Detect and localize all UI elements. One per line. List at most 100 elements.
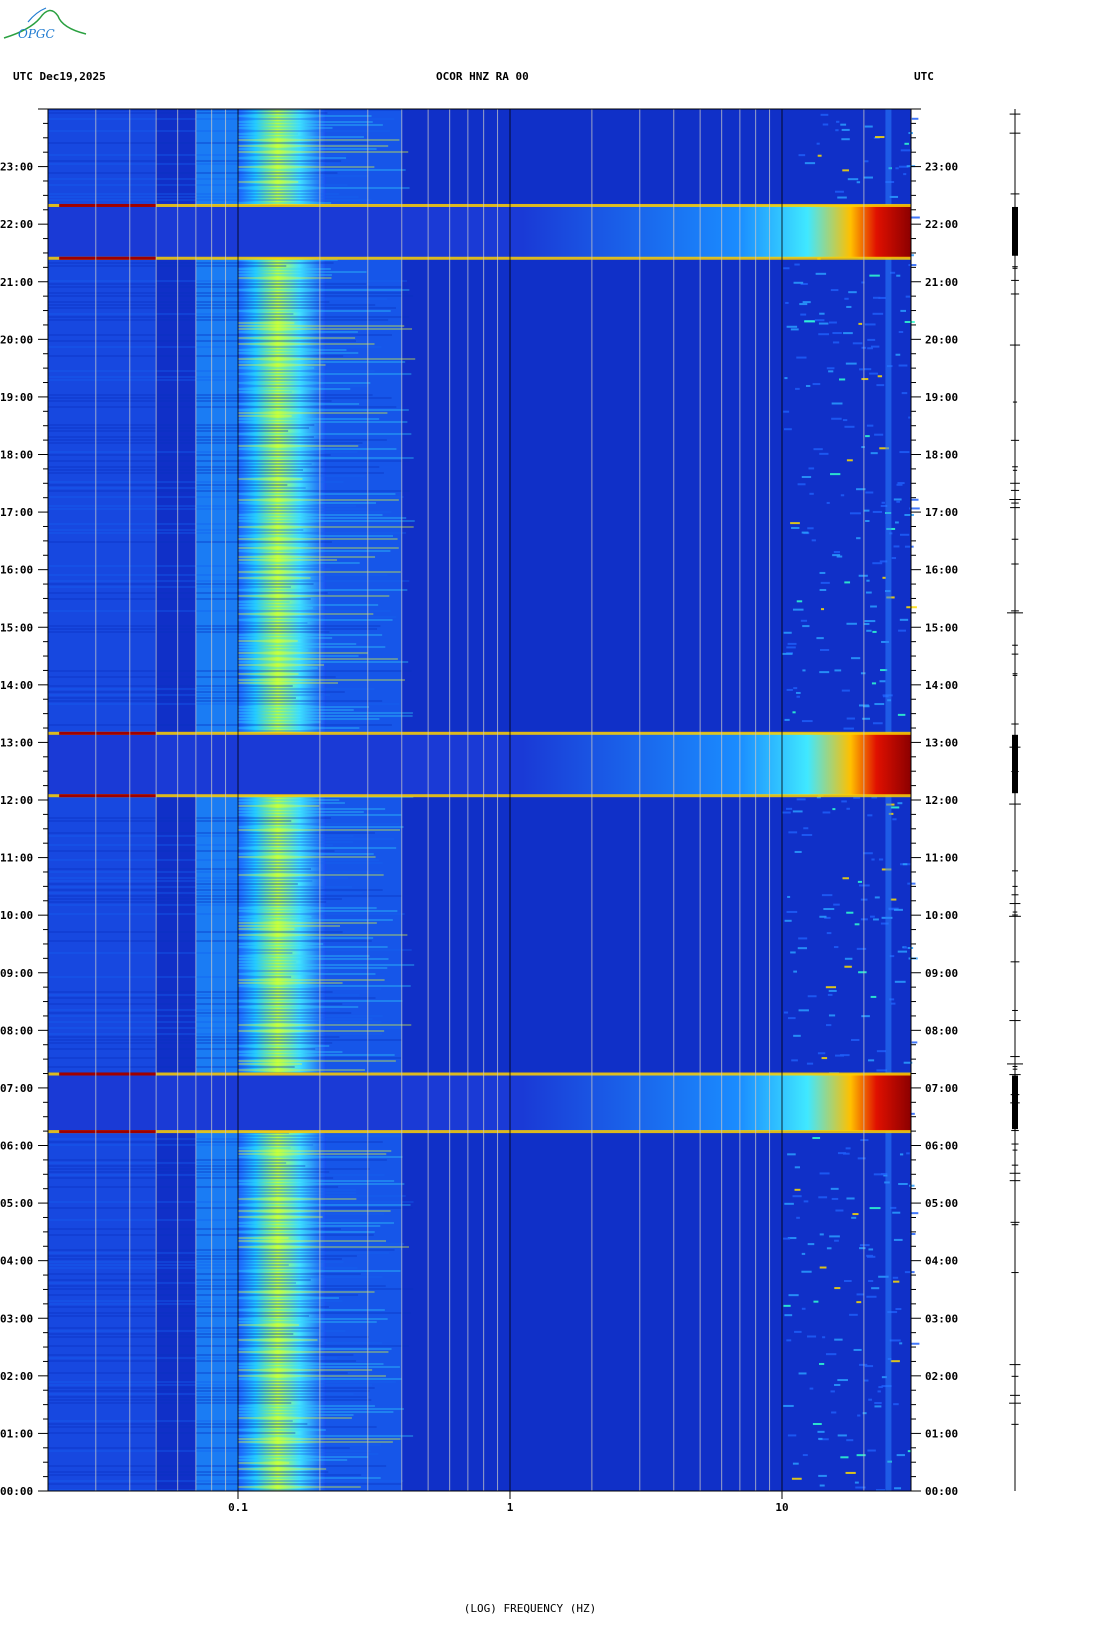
spectral-texture-line [48,1471,329,1473]
spectral-texture-line [238,1441,393,1443]
spectral-texture-line [238,946,388,948]
high-frequency-speckle [790,328,799,331]
spectral-texture-line [238,856,376,858]
high-frequency-speckle [904,320,915,323]
spectral-texture-line [238,652,368,654]
high-frequency-speckle [858,574,868,577]
high-frequency-speckle [868,1248,874,1251]
spectral-texture-line [238,721,321,723]
high-frequency-speckle [824,916,831,919]
spectral-texture-line [48,283,367,285]
spectral-texture-line [48,1033,383,1035]
high-frequency-speckle [814,319,825,322]
spectral-texture-line [48,1333,294,1335]
high-frequency-speckle [898,629,906,632]
high-frequency-speckle [909,507,920,510]
spectral-texture-line [238,568,331,570]
high-frequency-speckle [835,1209,844,1212]
y-tick-label-right: 15:00 [925,621,958,634]
spectral-texture-line [48,508,368,510]
spectral-texture-line [238,595,390,597]
high-frequency-speckle [817,154,822,157]
spectral-texture-line [48,1426,377,1428]
high-frequency-speckle [846,622,857,625]
spectral-texture-line [238,943,324,945]
high-frequency-speckle [784,718,790,721]
high-frequency-speckle [813,1300,819,1303]
spectral-texture-line [238,1318,388,1320]
band-edge-bottom-red [59,794,157,798]
spectral-texture-line [238,388,351,390]
spectral-texture-line [238,550,391,552]
high-frequency-speckle [819,1362,825,1365]
spectral-texture-line [238,826,404,828]
spectral-texture-line [48,394,373,396]
high-frequency-speckle [820,608,825,611]
high-frequency-speckle [806,1335,817,1338]
high-frequency-speckle [801,531,809,534]
spectral-texture-line [238,1351,389,1353]
spectral-texture-line [238,1246,409,1248]
band-edge-top [48,731,911,735]
spectral-texture-line [48,319,389,321]
spectral-texture-line [238,718,380,720]
high-frequency-speckle [879,680,886,683]
spectral-texture-line [48,1360,357,1362]
spectral-texture-line [238,202,332,204]
spectral-texture-line [238,331,358,333]
high-frequency-speckle [909,1233,916,1236]
spectral-texture-line [238,310,391,312]
high-frequency-speckle [867,347,873,350]
spectral-texture-line [48,1234,374,1236]
spectral-texture-line [238,502,377,504]
microseism-falloff [325,109,402,1491]
high-frequency-speckle [826,501,830,504]
high-frequency-speckle [896,1454,905,1457]
high-frequency-speckle [784,1314,793,1317]
spectral-texture-line [48,1393,354,1395]
spectral-texture-line [238,415,292,417]
spectral-texture-line [238,1204,411,1206]
spectral-texture-line [238,1408,404,1410]
y-tick-label-right: 09:00 [925,967,958,980]
spectral-texture-line [48,1057,402,1059]
high-frequency-speckle [872,918,879,921]
spectral-texture-line [238,634,383,636]
trace-burst [1012,734,1018,794]
spectral-texture-line [48,1336,369,1338]
high-frequency-speckle [787,1153,796,1156]
spectral-texture-line [238,448,397,450]
spectral-texture-line [48,292,408,294]
high-frequency-speckle [865,591,872,594]
high-frequency-speckle [832,332,842,335]
high-frequency-speckle [889,1339,901,1342]
spectral-texture-line [238,1324,300,1326]
spectral-texture-line [238,538,398,540]
spectral-texture-line [238,910,398,912]
spectral-texture-line [238,970,329,972]
spectral-texture-line [238,1468,327,1470]
spectral-texture-line [238,1189,356,1191]
spectral-texture-line [238,730,354,732]
spectral-texture-line [238,364,326,366]
spectral-texture-line [48,1312,411,1314]
high-frequency-speckle [817,1430,825,1433]
spectral-texture-line [238,127,333,129]
spectral-texture-line [48,1177,334,1179]
spectral-texture-line [48,1447,350,1449]
spectral-texture-line [48,280,408,282]
high-frequency-speckle [911,498,919,501]
high-frequency-speckle [859,1244,870,1247]
high-frequency-speckle [822,123,829,126]
high-frequency-speckle [835,1054,844,1057]
spectral-texture-line [48,1420,293,1422]
spectral-texture-line [48,184,348,186]
spectral-texture-line [48,1474,362,1476]
high-frequency-speckle [846,807,850,810]
spectral-texture-line [238,961,297,963]
high-frequency-speckle [800,619,808,622]
high-frequency-speckle [811,539,816,542]
y-tick-label-right: 12:00 [925,794,958,807]
high-frequency-speckle [799,303,808,306]
y-tick-label-right: 04:00 [925,1255,958,1268]
